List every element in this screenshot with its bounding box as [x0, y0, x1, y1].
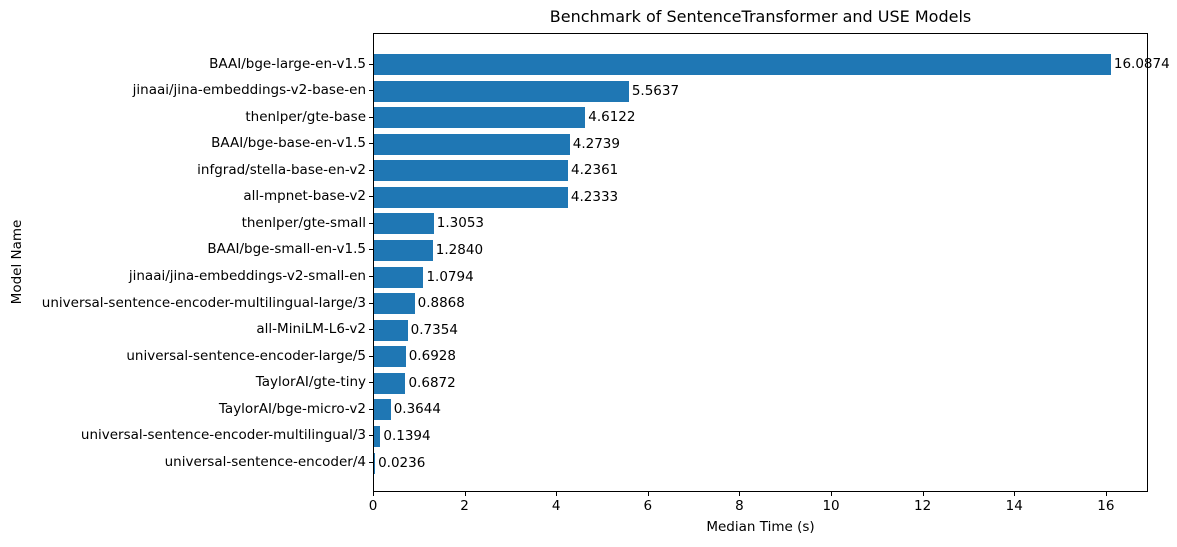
- y-tick-label: thenlper/gte-small: [241, 214, 366, 231]
- x-tick-label: 6: [643, 498, 653, 514]
- y-tick-mark: [369, 302, 373, 304]
- plot-area: 16.0874 5.5637 4.6122 4.2739 4.2361 4.2333 1.3…: [373, 33, 1170, 492]
- bar-value-label: 4.6122: [588, 109, 636, 126]
- x-tick-mark: [1105, 492, 1107, 496]
- y-tick-mark: [369, 249, 373, 251]
- bar-value-label: 0.8868: [417, 295, 465, 312]
- x-axis-label: Median Time (s): [706, 519, 815, 535]
- bar-value-label: 0.1394: [383, 427, 431, 444]
- x-tick-label: 2: [460, 498, 469, 514]
- bar-value-label: 4.2361: [571, 162, 619, 179]
- y-tick-mark: [369, 63, 373, 65]
- y-tick-label: universal-sentence-encoder-large/5: [126, 347, 366, 364]
- x-tick-label: 10: [822, 498, 840, 514]
- y-tick-label: universal-sentence-encoder/4: [164, 454, 366, 471]
- bar: [374, 372, 406, 394]
- y-tick-mark: [369, 222, 373, 224]
- y-tick-label: universal-sentence-encoder-multilingual/…: [80, 427, 366, 444]
- x-tick-mark: [739, 492, 741, 496]
- x-tick-label: 16: [1097, 498, 1115, 514]
- x-tick-mark: [1014, 492, 1016, 496]
- y-tick-mark: [369, 329, 373, 331]
- y-tick-mark: [369, 169, 373, 171]
- y-tick-mark: [369, 116, 373, 118]
- x-tick-label: 4: [551, 498, 561, 514]
- bar: [374, 452, 376, 474]
- x-tick-mark: [464, 492, 466, 496]
- bar: [374, 107, 586, 129]
- y-tick-mark: [369, 355, 373, 357]
- bar: [374, 319, 408, 341]
- x-tick-label: 14: [1005, 498, 1023, 514]
- bar: [374, 54, 1111, 75]
- y-tick-label: BAAI/bge-base-en-v1.5: [211, 135, 366, 152]
- bar-value-label: 0.6872: [408, 374, 456, 391]
- x-tick-mark: [373, 492, 374, 496]
- y-tick-mark: [369, 408, 373, 410]
- bar: [374, 266, 424, 288]
- x-tick-mark: [556, 492, 558, 496]
- bar-value-label: 16.0874: [1113, 56, 1170, 72]
- y-axis-label: Model Name: [9, 219, 25, 305]
- bar-value-label: 5.5637: [631, 82, 680, 99]
- bar-value-label: 0.3644: [393, 401, 441, 418]
- y-tick-label: TaylorAI/bge-micro-v2: [218, 400, 366, 417]
- x-tick-label: 12: [914, 498, 932, 514]
- bar-value-label: 0.0236: [378, 454, 426, 471]
- y-tick-label: all-mpnet-base-v2: [243, 188, 366, 205]
- x-tick-mark: [647, 492, 649, 496]
- bar: [374, 346, 406, 368]
- bar-value-label: 0.7354: [410, 321, 458, 338]
- bar-value-label: 1.2840: [435, 241, 484, 258]
- y-tick-label: infgrad/stella-base-en-v2: [197, 161, 366, 178]
- y-tick-mark: [369, 382, 373, 384]
- y-tick-label: TaylorAI/gte-tiny: [255, 374, 366, 391]
- y-tick-label: thenlper/gte-base: [245, 108, 366, 125]
- bar: [374, 425, 381, 447]
- y-tick-mark: [369, 196, 373, 198]
- x-tick-mark: [831, 492, 833, 496]
- bar: [374, 293, 415, 315]
- bar-value-label: 4.2739: [572, 135, 620, 152]
- y-tick-mark: [369, 143, 373, 145]
- bar: [374, 239, 433, 261]
- y-tick-label: jinaai/jina-embeddings-v2-small-en: [128, 268, 366, 285]
- bar: [374, 160, 569, 182]
- x-tick-label: 0: [368, 498, 378, 514]
- x-tick-mark: [922, 492, 924, 496]
- y-tick-mark: [369, 90, 373, 92]
- y-tick-mark: [369, 276, 373, 278]
- bar: [374, 80, 629, 102]
- y-tick-label: jinaai/jina-embeddings-v2-base-en: [132, 82, 366, 99]
- bar: [374, 213, 434, 235]
- y-tick-mark: [369, 462, 373, 464]
- y-tick-mark: [369, 435, 373, 437]
- bar-value-label: 1.0794: [426, 268, 474, 285]
- bar-value-label: 4.2333: [570, 188, 619, 205]
- bar-value-label: 0.6928: [408, 348, 456, 365]
- chart-title: Benchmark of SentenceTransformer and USE…: [549, 7, 972, 26]
- bar-value-label: 1.3053: [436, 215, 485, 232]
- bar: [374, 133, 570, 155]
- y-tick-label: BAAI/bge-large-en-v1.5: [209, 55, 366, 72]
- y-tick-label: universal-sentence-encoder-multilingual-…: [41, 294, 366, 311]
- bar: [374, 399, 391, 421]
- bar: [374, 186, 568, 208]
- x-tick-label: 8: [735, 498, 744, 514]
- y-tick-label: all-MiniLM-L6-v2: [256, 321, 366, 338]
- y-tick-label: BAAI/bge-small-en-v1.5: [207, 241, 366, 258]
